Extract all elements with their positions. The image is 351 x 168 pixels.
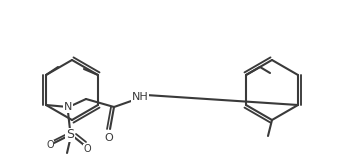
Text: O: O xyxy=(46,140,54,150)
Text: O: O xyxy=(105,133,113,143)
Text: N: N xyxy=(64,102,72,112)
Text: S: S xyxy=(66,129,74,141)
Text: O: O xyxy=(83,144,91,154)
Text: NH: NH xyxy=(132,92,148,102)
